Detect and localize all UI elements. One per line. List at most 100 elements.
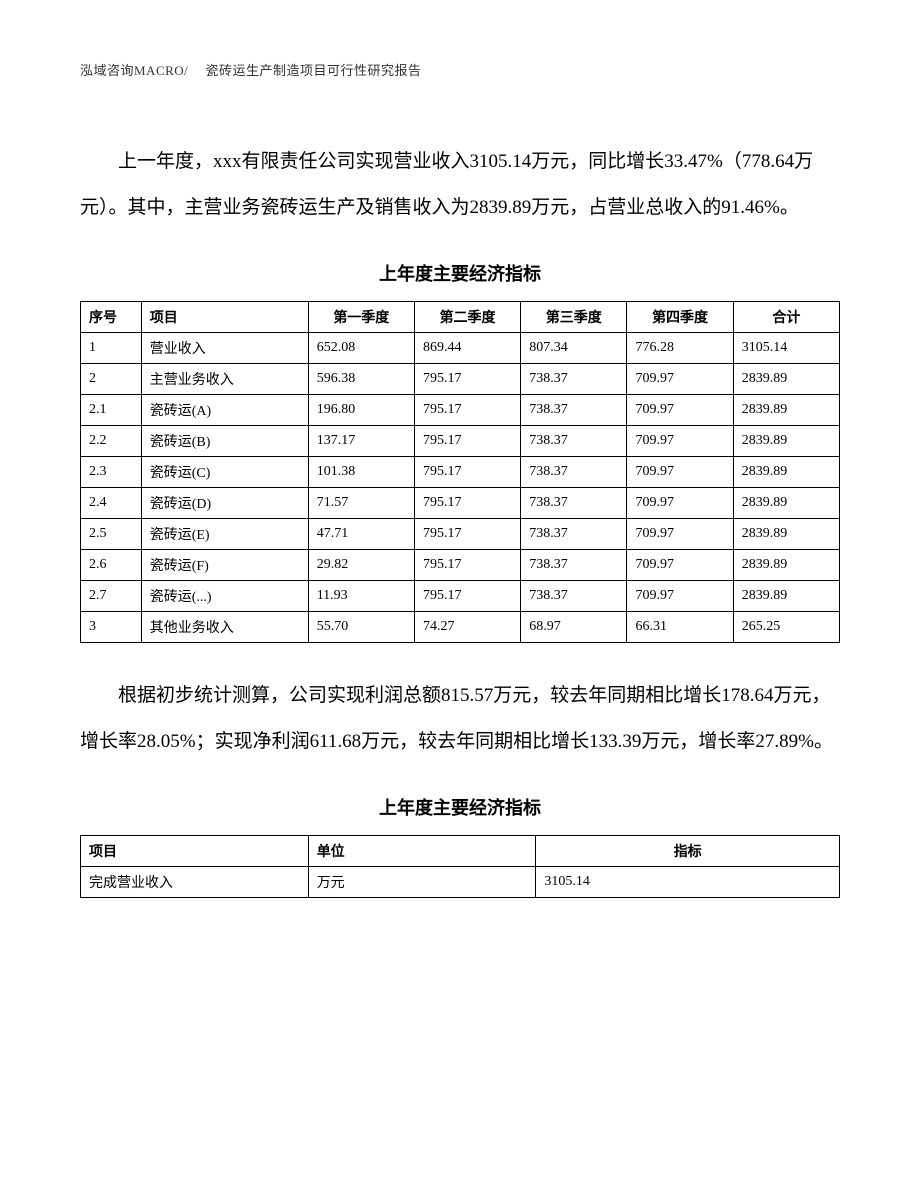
cell-seq: 2 [81, 364, 142, 395]
col-header-total: 合计 [733, 302, 839, 333]
col-header-seq: 序号 [81, 302, 142, 333]
cell-q1: 71.57 [308, 488, 414, 519]
cell-q1: 55.70 [308, 612, 414, 643]
table1-body: 1 营业收入 652.08 869.44 807.34 776.28 3105.… [81, 333, 840, 643]
table-row: 2.6 瓷砖运(F) 29.82 795.17 738.37 709.97 28… [81, 550, 840, 581]
cell-seq: 2.5 [81, 519, 142, 550]
col-header-item: 项目 [141, 302, 308, 333]
col-header-unit: 单位 [308, 836, 536, 867]
cell-q2: 795.17 [414, 364, 520, 395]
cell-q4: 66.31 [627, 612, 733, 643]
cell-total: 2839.89 [733, 457, 839, 488]
cell-item: 瓷砖运(F) [141, 550, 308, 581]
table-row: 2.5 瓷砖运(E) 47.71 795.17 738.37 709.97 28… [81, 519, 840, 550]
cell-q3: 68.97 [521, 612, 627, 643]
cell-unit: 万元 [308, 867, 536, 898]
cell-q2: 795.17 [414, 519, 520, 550]
table-row: 2.4 瓷砖运(D) 71.57 795.17 738.37 709.97 28… [81, 488, 840, 519]
economic-indicators-table-summary: 项目 单位 指标 完成营业收入 万元 3105.14 [80, 835, 840, 898]
table-row: 2.2 瓷砖运(B) 137.17 795.17 738.37 709.97 2… [81, 426, 840, 457]
cell-q1: 196.80 [308, 395, 414, 426]
cell-seq: 2.7 [81, 581, 142, 612]
cell-total: 2839.89 [733, 426, 839, 457]
cell-q1: 101.38 [308, 457, 414, 488]
cell-total: 2839.89 [733, 488, 839, 519]
cell-total: 2839.89 [733, 364, 839, 395]
cell-q2: 869.44 [414, 333, 520, 364]
cell-q4: 709.97 [627, 395, 733, 426]
cell-q3: 738.37 [521, 395, 627, 426]
cell-q2: 795.17 [414, 581, 520, 612]
cell-seq: 1 [81, 333, 142, 364]
table2-title: 上年度主要经济指标 [80, 794, 840, 820]
table-row: 2.3 瓷砖运(C) 101.38 795.17 738.37 709.97 2… [81, 457, 840, 488]
cell-q4: 709.97 [627, 519, 733, 550]
table-header-row: 序号 项目 第一季度 第二季度 第三季度 第四季度 合计 [81, 302, 840, 333]
paragraph-intro: 上一年度，xxx有限责任公司实现营业收入3105.14万元，同比增长33.47%… [80, 139, 840, 230]
cell-seq: 3 [81, 612, 142, 643]
economic-indicators-table-quarterly: 序号 项目 第一季度 第二季度 第三季度 第四季度 合计 1 营业收入 652.… [80, 301, 840, 643]
cell-total: 2839.89 [733, 581, 839, 612]
cell-seq: 2.1 [81, 395, 142, 426]
table-row: 2.1 瓷砖运(A) 196.80 795.17 738.37 709.97 2… [81, 395, 840, 426]
cell-q4: 709.97 [627, 581, 733, 612]
cell-seq: 2.6 [81, 550, 142, 581]
cell-q4: 709.97 [627, 488, 733, 519]
cell-q4: 709.97 [627, 364, 733, 395]
cell-q3: 738.37 [521, 364, 627, 395]
cell-q4: 776.28 [627, 333, 733, 364]
cell-q1: 652.08 [308, 333, 414, 364]
table-row: 1 营业收入 652.08 869.44 807.34 776.28 3105.… [81, 333, 840, 364]
cell-q3: 738.37 [521, 426, 627, 457]
cell-seq: 2.3 [81, 457, 142, 488]
cell-q4: 709.97 [627, 457, 733, 488]
table1-title: 上年度主要经济指标 [80, 260, 840, 286]
cell-item: 其他业务收入 [141, 612, 308, 643]
cell-item: 瓷砖运(A) [141, 395, 308, 426]
cell-q2: 795.17 [414, 395, 520, 426]
cell-total: 2839.89 [733, 519, 839, 550]
cell-q1: 47.71 [308, 519, 414, 550]
cell-q3: 738.37 [521, 519, 627, 550]
cell-item: 瓷砖运(E) [141, 519, 308, 550]
col-header-q2: 第二季度 [414, 302, 520, 333]
table-row: 完成营业收入 万元 3105.14 [81, 867, 840, 898]
paragraph-profit: 根据初步统计测算，公司实现利润总额815.57万元，较去年同期相比增长178.6… [80, 673, 840, 764]
cell-q3: 738.37 [521, 457, 627, 488]
cell-q3: 738.37 [521, 550, 627, 581]
cell-item: 主营业务收入 [141, 364, 308, 395]
cell-indicator: 3105.14 [536, 867, 840, 898]
cell-total: 2839.89 [733, 395, 839, 426]
cell-q4: 709.97 [627, 426, 733, 457]
cell-seq: 2.2 [81, 426, 142, 457]
cell-item: 营业收入 [141, 333, 308, 364]
col-header-item: 项目 [81, 836, 309, 867]
cell-q1: 596.38 [308, 364, 414, 395]
cell-q2: 795.17 [414, 550, 520, 581]
table2-body: 完成营业收入 万元 3105.14 [81, 867, 840, 898]
cell-q2: 74.27 [414, 612, 520, 643]
cell-total: 265.25 [733, 612, 839, 643]
cell-q2: 795.17 [414, 426, 520, 457]
cell-q1: 11.93 [308, 581, 414, 612]
cell-item: 瓷砖运(C) [141, 457, 308, 488]
cell-seq: 2.4 [81, 488, 142, 519]
cell-q4: 709.97 [627, 550, 733, 581]
cell-q3: 807.34 [521, 333, 627, 364]
table-row: 2 主营业务收入 596.38 795.17 738.37 709.97 283… [81, 364, 840, 395]
cell-q1: 137.17 [308, 426, 414, 457]
page-header: 泓域咨询MACRO/ 瓷砖运生产制造项目可行性研究报告 [80, 60, 840, 79]
cell-q2: 795.17 [414, 488, 520, 519]
col-header-q1: 第一季度 [308, 302, 414, 333]
col-header-indicator: 指标 [536, 836, 840, 867]
col-header-q4: 第四季度 [627, 302, 733, 333]
cell-total: 3105.14 [733, 333, 839, 364]
table-row: 3 其他业务收入 55.70 74.27 68.97 66.31 265.25 [81, 612, 840, 643]
cell-q2: 795.17 [414, 457, 520, 488]
cell-item: 瓷砖运(D) [141, 488, 308, 519]
col-header-q3: 第三季度 [521, 302, 627, 333]
cell-item: 瓷砖运(...) [141, 581, 308, 612]
table-header-row: 项目 单位 指标 [81, 836, 840, 867]
cell-item: 瓷砖运(B) [141, 426, 308, 457]
cell-q3: 738.37 [521, 488, 627, 519]
